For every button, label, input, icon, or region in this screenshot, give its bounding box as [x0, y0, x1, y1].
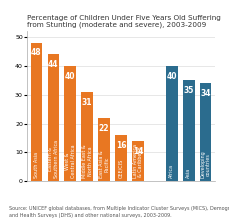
Text: 48: 48	[31, 48, 41, 58]
Text: Percentage of Children Under Five Years Old Suffering
from Stunting (moderate an: Percentage of Children Under Five Years …	[27, 15, 220, 28]
Text: 40: 40	[65, 72, 75, 81]
Bar	[64, 66, 76, 181]
Text: Middle East &
North Africa: Middle East & North Africa	[81, 145, 92, 178]
Text: East Asia &
Pacific: East Asia & Pacific	[98, 151, 109, 178]
Bar	[165, 66, 177, 181]
Text: Source: UNICEF global databases, from Multiple Indicator Cluster Surveys (MICS),: Source: UNICEF global databases, from Mu…	[9, 206, 229, 218]
Text: West &
Central Africa: West & Central Africa	[65, 145, 75, 178]
Text: Eastern &
Southern Africa: Eastern & Southern Africa	[48, 140, 58, 178]
Text: Asia: Asia	[185, 168, 191, 178]
Text: 14: 14	[132, 147, 143, 156]
Bar	[47, 54, 59, 181]
Text: Africa: Africa	[169, 164, 174, 178]
Text: 40: 40	[166, 72, 176, 81]
Text: 44: 44	[48, 60, 58, 69]
Text: 22: 22	[98, 124, 109, 132]
Bar	[115, 135, 126, 181]
Text: 35: 35	[183, 86, 193, 95]
Text: 16: 16	[115, 141, 126, 150]
Bar	[98, 118, 109, 181]
Bar	[30, 43, 42, 181]
Text: South Asia: South Asia	[34, 152, 39, 178]
Text: 31: 31	[82, 98, 92, 107]
Text: CEE/CIS: CEE/CIS	[118, 159, 123, 178]
Bar	[132, 141, 143, 181]
Text: Latin America
& Caribbean: Latin America & Caribbean	[132, 144, 143, 178]
Bar	[182, 80, 194, 181]
Bar	[199, 83, 210, 181]
Bar	[81, 92, 93, 181]
Text: Developing
countries: Developing countries	[199, 151, 210, 178]
Text: 34: 34	[199, 89, 210, 98]
